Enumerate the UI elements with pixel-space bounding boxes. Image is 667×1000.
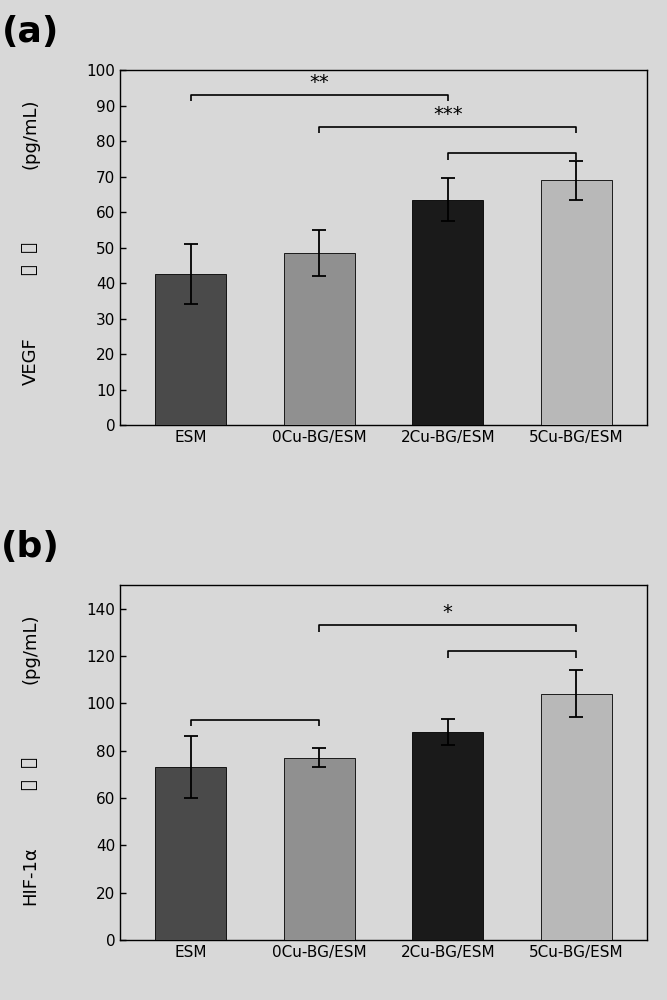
Text: 浓  度: 浓 度 [21,242,39,275]
Text: (a): (a) [2,15,59,49]
Text: **: ** [309,73,329,92]
Text: (pg/mL): (pg/mL) [21,614,39,684]
Bar [155,767,226,940]
Bar [284,758,355,940]
Text: VEGF: VEGF [21,337,39,385]
Bar [412,200,483,425]
Text: (pg/mL): (pg/mL) [21,99,39,169]
Bar [155,274,226,425]
Bar [412,732,483,940]
Text: *: * [443,603,453,622]
Text: 浓  度: 浓 度 [21,757,39,790]
Bar [541,180,612,425]
Text: (b): (b) [1,530,60,564]
Text: HIF-1α: HIF-1α [21,847,39,905]
Bar [541,694,612,940]
Bar [284,253,355,425]
Text: ***: *** [433,105,463,124]
